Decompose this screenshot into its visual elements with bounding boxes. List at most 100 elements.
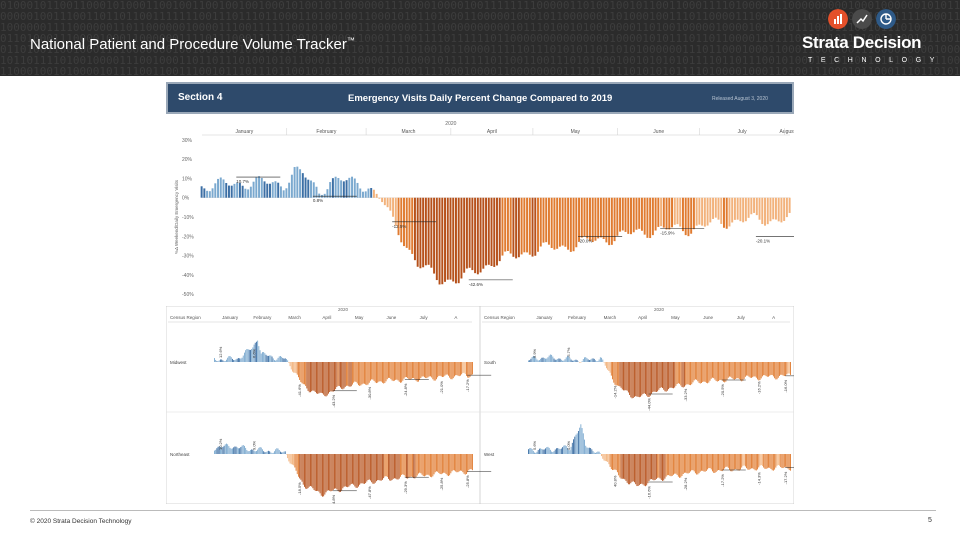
region-bar — [472, 454, 473, 471]
region-bar — [774, 362, 776, 379]
region-value-label: -14.3% — [756, 472, 761, 485]
region-bar — [318, 454, 320, 492]
region-bar — [699, 362, 701, 384]
region-bar — [616, 454, 618, 473]
region-bar — [697, 362, 699, 382]
region-bar — [576, 360, 578, 362]
daily-bar — [679, 197, 682, 227]
region-bar — [771, 454, 773, 471]
region-bar — [546, 447, 548, 454]
region-bar — [564, 359, 566, 362]
region-bar — [266, 355, 268, 362]
daily-bar — [739, 197, 742, 222]
region-bar — [296, 454, 298, 475]
region-bar — [704, 362, 706, 382]
daily-bar — [454, 197, 457, 284]
daily-bar — [490, 197, 493, 266]
region-bar — [302, 454, 304, 485]
region-bar — [631, 362, 633, 399]
region-bar — [648, 362, 650, 398]
region-bar — [652, 454, 654, 480]
daily-bar — [537, 197, 539, 252]
daily-bar — [247, 189, 250, 198]
region-bar — [691, 362, 693, 385]
daily-bar — [649, 197, 652, 239]
region-bar — [433, 454, 435, 475]
region-bar — [422, 362, 424, 377]
daily-bar — [526, 197, 529, 253]
region-bar — [685, 362, 687, 386]
y-tick-label: 20% — [182, 157, 193, 163]
region-bar — [395, 362, 397, 380]
region-bar — [427, 454, 429, 475]
daily-bar — [569, 197, 572, 252]
region-bar — [396, 362, 398, 380]
daily-bar — [772, 197, 775, 220]
region-bar — [307, 362, 309, 391]
region-bar — [472, 362, 473, 375]
region-bar — [284, 358, 286, 362]
region-bar — [438, 362, 440, 376]
region-bar — [637, 454, 639, 487]
region-bar — [664, 454, 666, 479]
region-bar — [379, 362, 381, 382]
region-bar — [469, 454, 471, 470]
region-bar — [585, 445, 587, 454]
region-bar — [342, 362, 344, 390]
daily-bar — [547, 197, 550, 245]
region-bar — [239, 358, 241, 362]
region-bar — [752, 362, 754, 378]
brand-name: Strata Decision — [802, 33, 922, 52]
annotation-label: -15.9% — [660, 230, 674, 235]
bar-chart-icon — [828, 9, 848, 29]
region-bar — [348, 454, 350, 487]
region-bar — [356, 362, 358, 384]
region-bar — [592, 358, 594, 362]
region-bar — [749, 362, 751, 378]
region-bar — [765, 454, 767, 469]
region-bar — [269, 451, 271, 454]
region-bar — [259, 446, 261, 454]
region-bar — [663, 454, 665, 481]
daily-bar — [498, 197, 501, 262]
region-bar — [277, 357, 279, 362]
region-bar — [415, 454, 417, 478]
region-bar — [290, 454, 292, 465]
region-bar — [675, 362, 677, 386]
annotation-label: 10.7% — [236, 179, 249, 184]
region-bar — [217, 361, 219, 362]
region-bar — [744, 454, 746, 467]
daily-bar — [463, 197, 466, 273]
region-bar — [635, 454, 637, 485]
region-bar — [658, 362, 660, 390]
region-bar — [535, 452, 537, 454]
region-bar — [590, 359, 592, 362]
region-bar — [696, 362, 698, 380]
region-bar — [239, 448, 241, 454]
region-bar — [245, 447, 247, 454]
region-bar — [736, 454, 738, 470]
region-bar — [428, 454, 430, 476]
region-bar — [574, 359, 576, 362]
region-bar — [311, 454, 313, 487]
region-bar — [456, 454, 458, 473]
region-bar — [227, 444, 229, 454]
region-bar — [785, 454, 787, 467]
y-tick-label: 0% — [182, 196, 190, 202]
region-bar — [779, 362, 780, 376]
region-bar — [571, 442, 573, 454]
region-bar — [665, 362, 667, 392]
daily-bar — [687, 197, 690, 237]
region-bar — [406, 454, 407, 479]
region-bar — [376, 454, 377, 482]
daily-bar — [277, 182, 280, 198]
region-bar — [541, 357, 543, 362]
region-bar — [313, 362, 315, 391]
region-bar — [215, 359, 217, 362]
daily-bar — [561, 197, 564, 246]
region-bar — [559, 449, 561, 454]
region-bar — [703, 362, 705, 382]
daily-bar — [758, 197, 761, 220]
region-bar — [618, 362, 620, 386]
region-bar — [607, 362, 609, 370]
